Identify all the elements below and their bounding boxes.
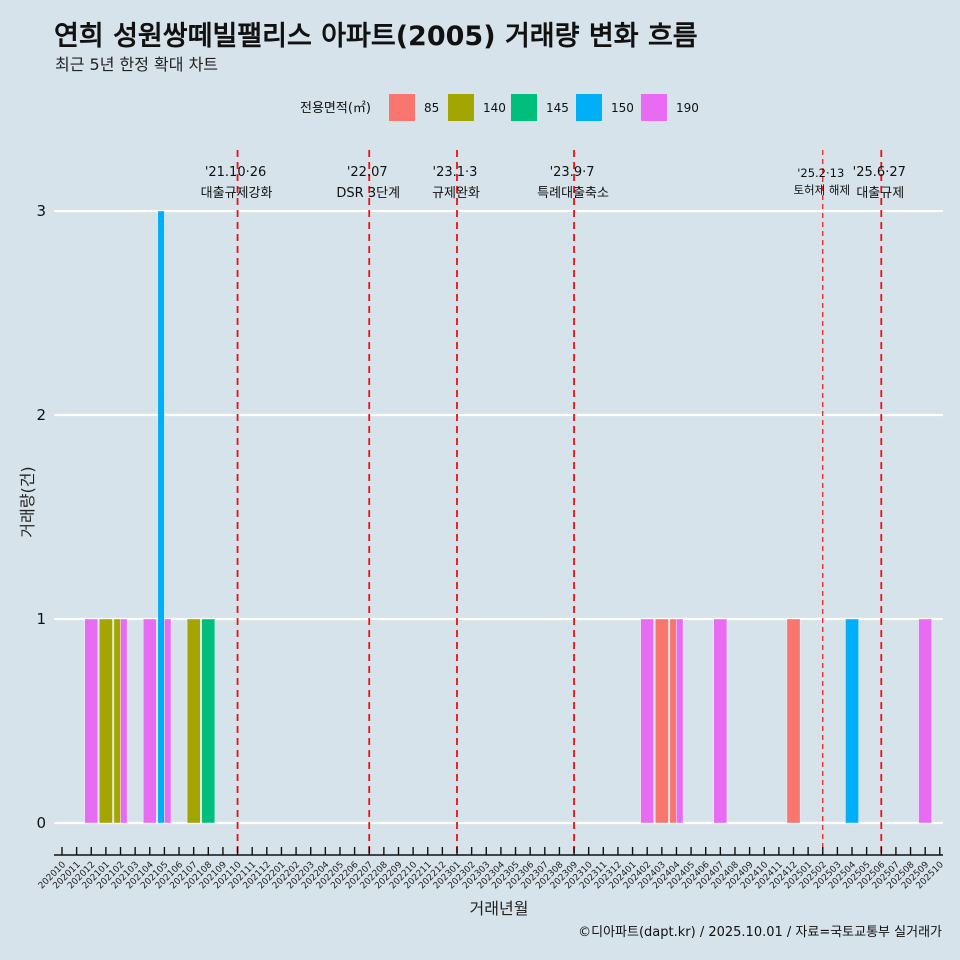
annotation-date: '25.6·27 <box>853 165 906 180</box>
annotation-label: 토허제 해제 <box>793 183 850 197</box>
bar-202402-190 <box>640 618 654 824</box>
legend-label-150: 150 <box>611 101 634 115</box>
y-tick-label: 0 <box>36 814 46 832</box>
annotation-date: '23.9·7 <box>550 165 595 180</box>
bars <box>84 210 932 824</box>
y-tick-label: 1 <box>36 610 46 628</box>
bar-202407-190 <box>713 618 728 824</box>
legend-label-145: 145 <box>546 101 569 115</box>
legend-label-140: 140 <box>483 101 506 115</box>
legend-swatch-190 <box>641 94 667 121</box>
annotation-label: 대출규제 <box>856 186 904 201</box>
legend-title: 전용면적(㎡) <box>300 101 371 116</box>
bar-202504-150 <box>845 618 859 824</box>
annotation-date: '21.10·26 <box>205 165 266 180</box>
bar-202404-85 <box>669 618 677 824</box>
bar-202105-150 <box>157 210 165 824</box>
bar-202509-190 <box>918 618 932 824</box>
bar-202012-190 <box>84 618 99 824</box>
annotation-date: '22.07 <box>347 165 388 180</box>
bar-202412-85 <box>786 618 801 824</box>
bar-202108-145 <box>201 618 216 824</box>
y-axis: 0 1 2 3 <box>36 202 46 832</box>
annotation-label: 규제완화 <box>432 186 480 201</box>
bar-202101-140 <box>99 618 113 824</box>
legend-label-85: 85 <box>424 101 439 115</box>
x-axis-title: 거래년월 <box>470 899 529 918</box>
legend-swatch-140 <box>448 94 474 121</box>
chart-subtitle: 최근 5년 한정 확대 차트 <box>55 55 218 74</box>
bar-202105-190 <box>164 618 172 824</box>
annotation-label: DSR 3단계 <box>336 186 400 201</box>
annotations: '21.10·26 대출규제강화 '22.07 DSR 3단계 '23.1·3 규제완화 '… <box>201 150 906 854</box>
annotation-label: 특례대출축소 <box>537 186 609 201</box>
chart-title: 연희 성원쌍떼빌팰리스 아파트(2005) 거래량 변화 흐름 <box>54 21 698 52</box>
y-tick-label: 3 <box>36 202 46 220</box>
legend-swatch-150 <box>576 94 602 121</box>
bar-202404-190 <box>676 618 684 824</box>
bar-202403-85 <box>655 618 669 824</box>
bar-202104-190 <box>142 618 157 824</box>
bar-202107-140 <box>186 618 201 824</box>
legend-swatch-145 <box>511 94 537 121</box>
y-axis-title: 거래량(건) <box>18 466 37 537</box>
legend-swatch-85 <box>389 94 415 121</box>
legend-label-190: 190 <box>676 101 699 115</box>
legend: 전용면적(㎡) 85 140 145 150 190 <box>300 94 699 121</box>
x-axis: 2020102020112020122021012021022021032021… <box>37 847 946 891</box>
annotation-label: 대출규제강화 <box>201 186 273 201</box>
annotation-date: '25.2·13 <box>797 166 844 180</box>
bar-202102-140 <box>113 618 121 824</box>
caption: ©디아파트(dapt.kr) / 2025.10.01 / 자료=국토교통부 실… <box>578 925 942 940</box>
bar-202102-190 <box>120 618 128 824</box>
y-tick-label: 2 <box>36 406 46 424</box>
annotation-date: '23.1·3 <box>433 165 478 180</box>
